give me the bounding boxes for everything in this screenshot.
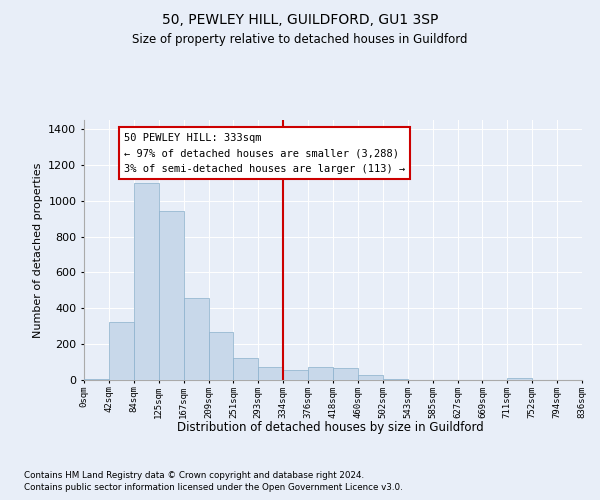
Y-axis label: Number of detached properties: Number of detached properties (32, 162, 43, 338)
Bar (358, 374, 383, 380)
Bar (109, 322, 134, 380)
Bar (84, 379, 109, 380)
Text: Contains public sector information licensed under the Open Government Licence v3: Contains public sector information licen… (24, 484, 403, 492)
Bar (233, 358, 259, 380)
Bar (259, 366, 283, 380)
Text: Size of property relative to detached houses in Guildford: Size of property relative to detached ho… (132, 32, 468, 46)
Bar (333, 368, 358, 380)
Text: Contains HM Land Registry data © Crown copyright and database right 2024.: Contains HM Land Registry data © Crown c… (24, 471, 364, 480)
Bar (159, 212, 184, 380)
Bar (383, 379, 408, 380)
Bar (134, 183, 159, 380)
Text: 50 PEWLEY HILL: 333sqm
← 97% of detached houses are smaller (3,288)
3% of semi-d: 50 PEWLEY HILL: 333sqm ← 97% of detached… (124, 132, 405, 174)
Text: 50, PEWLEY HILL, GUILDFORD, GU1 3SP: 50, PEWLEY HILL, GUILDFORD, GU1 3SP (162, 12, 438, 26)
Bar (508, 378, 532, 380)
Bar (184, 298, 209, 380)
Text: Distribution of detached houses by size in Guildford: Distribution of detached houses by size … (176, 421, 484, 434)
Bar (209, 332, 233, 380)
Bar (283, 370, 308, 380)
Bar (308, 366, 333, 380)
